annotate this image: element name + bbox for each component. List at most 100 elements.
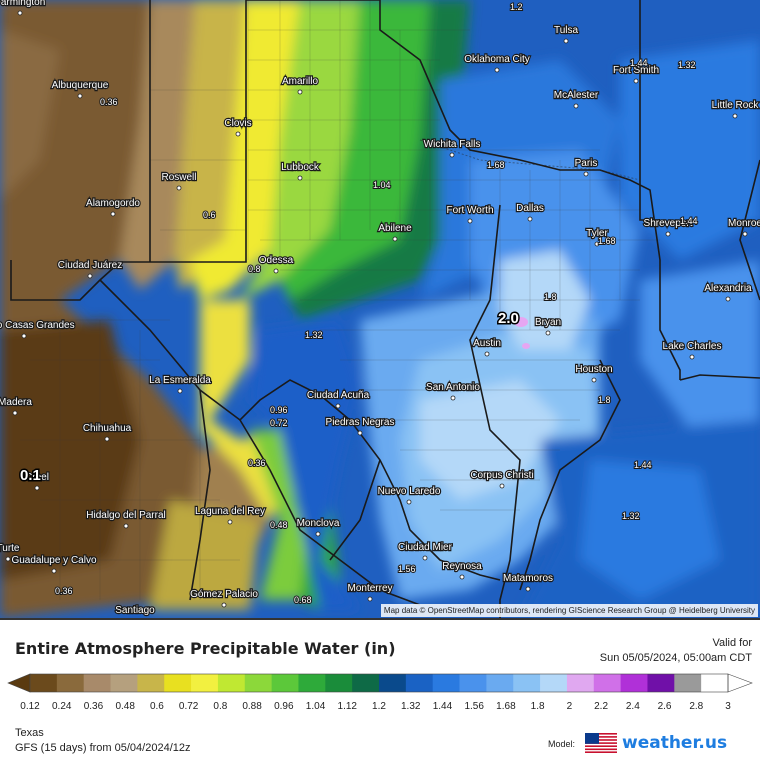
max-value-label: 2.0 [498,310,519,327]
legend-tick-label: 1.04 [305,701,326,712]
city-label: Guadalupe y Calvo [11,555,96,566]
legend-tick-label: 1.8 [530,701,545,712]
contour-value-label: 1.2 [510,2,523,12]
city-label: Shreveport [644,218,693,229]
city-dot [494,67,500,73]
city-dot [449,152,455,158]
region-label: Texas [15,727,44,739]
county-grid [20,0,660,600]
map-attribution[interactable]: Map data © OpenStreetMap contributors, r… [380,604,758,617]
legend-swatch [325,674,353,692]
city-label: Lubbock [281,162,320,173]
city-label: Farmington [0,0,45,8]
city-dot [21,333,27,339]
city-label: Monclova [297,518,340,529]
city-dot [235,131,241,137]
legend-swatch [379,674,407,692]
city-label: Madera [0,397,32,408]
city-label: Paris [575,158,598,169]
city-label: Reynosa [442,561,482,572]
city-label: Creel [25,472,49,483]
legend-tick-label: 1.68 [496,701,516,712]
city-dot [527,216,533,222]
city-label: Ciudad Juárez [58,260,122,271]
model-label: Model: [548,739,576,749]
city-label: Alexandria [704,283,752,294]
city-dot [633,78,639,84]
precipitable-water-map[interactable]: Albuquerque Amarillo Clovis Roswell Lubbock A… [0,0,760,618]
city-dot [459,574,465,580]
legend-swatch [432,674,460,692]
legend-tick-label: 2 [566,701,573,712]
city-dot [110,211,116,217]
city-label: Houston [575,364,612,375]
city-label: Hidalgo del Parral [86,510,166,521]
contour-value-label: 0.68 [294,595,312,605]
legend-swatch [271,674,299,692]
valid-time-block: Valid for Sun 05/05/2024, 05:00am CDT [600,636,752,666]
city-label: Santiago [115,605,155,616]
contour-value-label: 0.36 [248,458,266,468]
legend-tick-label: 1.32 [400,701,421,712]
legend-swatch [30,674,58,692]
legend-tick-label: 2.4 [625,701,640,712]
contour-value-label: 1.8 [598,395,611,405]
brand-logo[interactable]: weather.us [622,733,728,753]
contour-value-label: 1.44 [680,216,698,226]
city-label: Amarillo [282,76,319,87]
legend-tick-label: 0.12 [20,701,40,712]
legend-swatch [217,674,246,692]
legend-swatch [56,674,85,692]
legend-swatch [701,674,729,692]
city-dot [297,175,303,181]
city-label: Monterrey [347,583,392,594]
legend-swatch [244,674,273,692]
city-label: Ciudad Acuña [307,390,370,401]
city-dot [525,586,531,592]
contour-value-label: 0.36 [55,586,73,596]
city-dot [594,241,600,247]
contour-value-label: 1.44 [634,460,652,470]
city-label: Dallas [516,203,544,214]
city-label: Nuevo Laredo [378,486,441,497]
city-dot [689,354,695,360]
city-dot [176,185,182,191]
city-label: Little Rock [712,100,760,111]
city-label: Clovis [224,118,251,129]
city-dot [545,330,551,336]
max-area-2 [522,343,530,349]
city-dot [123,523,129,529]
city-label: Chihuahua [83,423,132,434]
extreme-labels: 2.0 0.1 [19,309,521,486]
city-label: Monroe [728,218,760,229]
contour-value-label: 1.56 [398,564,416,574]
city-dot [367,596,373,602]
contour-value-label: 1.68 [487,160,505,170]
legend-tick-label: 1.12 [337,701,357,712]
city-label: Austin [473,338,501,349]
color-scale-legend [7,673,753,693]
legend-swatch [110,674,138,692]
map-canvas: Albuquerque Amarillo Clovis Roswell Lubbock A… [0,0,760,618]
city-label: Lake Charles [663,341,722,352]
city-dot [583,171,589,177]
city-label: McAlester [554,90,599,101]
city-label: Bryan [535,317,561,328]
city-dot [392,236,398,242]
city-dot [467,218,473,224]
legend-frame [29,673,729,693]
city-label: Matamoros [503,573,553,584]
city-dot [51,568,57,574]
legend-tick-label: 0.72 [178,701,199,712]
contour-value-label: 1.68 [598,236,616,246]
city-dot [221,602,227,608]
legend-overflow-arrow [727,673,753,693]
city-dot [563,38,569,44]
legend-tick-label: 0.24 [51,701,72,712]
city-label: Wichita Falls [424,139,481,150]
legend-swatch [593,674,622,692]
legend-tick-label: 0.48 [115,701,135,712]
contour-value-label: 1.32 [622,511,640,521]
city-dot [742,231,748,237]
legend-panel: Entire Atmosphere Precipitable Water (in… [0,618,760,762]
